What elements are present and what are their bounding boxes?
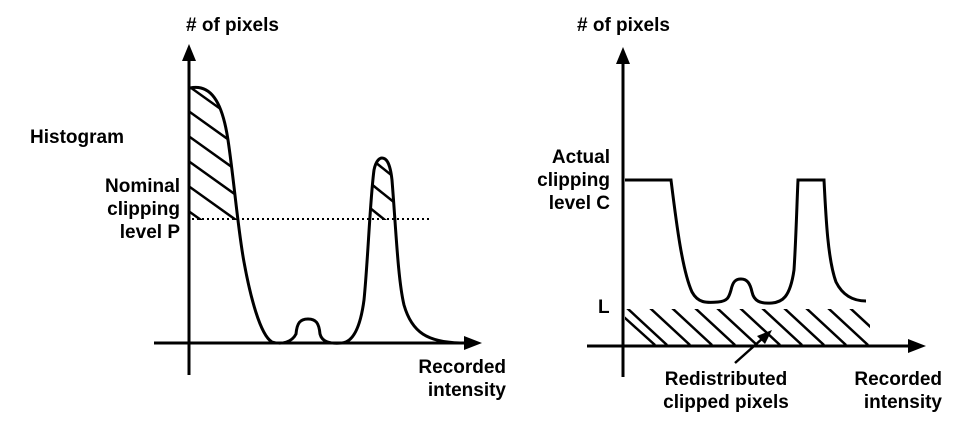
right-histogram-panel xyxy=(587,47,926,377)
left-histogram-panel xyxy=(154,44,482,375)
right-x-axis-arrow-icon xyxy=(908,339,926,353)
redistributed-pointer-line xyxy=(734,337,764,364)
redistributed-label: Redistributed clipped pixels xyxy=(636,368,816,414)
actual-clipping-label-line-3: level C xyxy=(548,193,610,214)
redistributed-pointer-arrow-icon xyxy=(757,330,772,344)
left-x-axis-label: Recorded intensity xyxy=(380,356,506,402)
left-y-axis-arrow-icon xyxy=(182,44,196,61)
left-x-axis-arrow-icon xyxy=(464,336,482,350)
redistributed-hatch-band xyxy=(625,309,870,345)
nominal-clipping-label-line-3: level P xyxy=(119,222,180,243)
left-y-axis-label: # of pixels xyxy=(186,15,279,36)
left-x-axis-label-line-1: Recorded xyxy=(418,357,506,378)
right-x-axis-label-line-1: Recorded xyxy=(854,369,942,390)
actual-clipping-label: Actual clipping level C xyxy=(490,146,610,215)
right-y-axis-arrow-icon xyxy=(616,47,630,64)
left-clipped-hatch-2 xyxy=(370,158,395,220)
actual-clipping-label-line-1: Actual xyxy=(551,147,610,168)
nominal-clipping-label-line-1: Nominal xyxy=(105,176,180,197)
redistributed-label-line-2: clipped pixels xyxy=(663,392,789,413)
right-x-axis-label-line-2: intensity xyxy=(863,392,942,413)
left-histogram-curve xyxy=(189,85,461,345)
histogram-label: Histogram xyxy=(30,127,124,148)
left-x-axis-label-line-2: intensity xyxy=(427,380,506,401)
right-x-axis-label: Recorded intensity xyxy=(820,368,942,414)
level-l-label: L xyxy=(598,297,610,318)
right-clipped-histogram-curve xyxy=(625,178,867,305)
nominal-clipping-label-line-2: clipping xyxy=(107,199,180,220)
nominal-clipping-label: Nominal clipping level P xyxy=(60,175,180,244)
right-y-axis-label: # of pixels xyxy=(577,15,670,36)
actual-clipping-label-line-2: clipping xyxy=(537,170,610,191)
redistributed-label-line-1: Redistributed xyxy=(664,369,788,390)
